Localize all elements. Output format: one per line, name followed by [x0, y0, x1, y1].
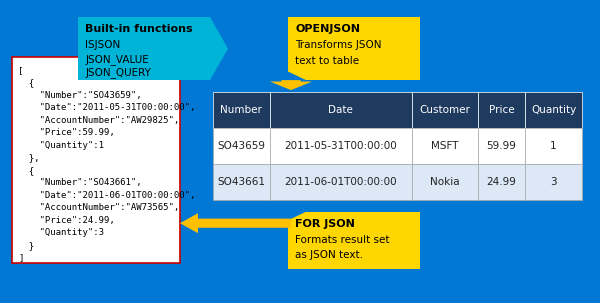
Text: Price: Price	[489, 105, 514, 115]
FancyBboxPatch shape	[78, 17, 210, 80]
Polygon shape	[210, 17, 228, 80]
Text: ISJSON: ISJSON	[85, 40, 121, 50]
Text: 1: 1	[550, 141, 557, 151]
FancyBboxPatch shape	[478, 164, 525, 200]
Text: MSFT: MSFT	[431, 141, 458, 151]
Text: Formats result set: Formats result set	[295, 235, 390, 245]
Text: 2011-06-01T00:00:00: 2011-06-01T00:00:00	[284, 177, 397, 187]
Text: as JSON text.: as JSON text.	[295, 250, 363, 260]
Text: [
  {
    "Number":"SO43659",
    "Date":"2011-05-31T00:00:00",
    "AccountNumb: [ { "Number":"SO43659", "Date":"2011-05-…	[18, 66, 196, 262]
Polygon shape	[288, 72, 306, 80]
Text: Quantity: Quantity	[531, 105, 576, 115]
Text: 59.99: 59.99	[487, 141, 517, 151]
Text: 3: 3	[550, 177, 557, 187]
Text: Customer: Customer	[419, 105, 470, 115]
Text: JSON_QUERY: JSON_QUERY	[85, 68, 151, 78]
FancyBboxPatch shape	[478, 128, 525, 164]
Text: 2011-05-31T00:00:00: 2011-05-31T00:00:00	[284, 141, 397, 151]
FancyBboxPatch shape	[213, 92, 270, 128]
Text: SO43661: SO43661	[217, 177, 265, 187]
Text: SO43659: SO43659	[217, 141, 265, 151]
Text: 24.99: 24.99	[487, 177, 517, 187]
Text: FOR JSON: FOR JSON	[295, 219, 355, 229]
Text: JSON_VALUE: JSON_VALUE	[85, 54, 149, 65]
Text: Number: Number	[220, 105, 262, 115]
FancyBboxPatch shape	[270, 164, 412, 200]
Text: Transforms JSON: Transforms JSON	[295, 40, 382, 50]
Text: Built-in functions: Built-in functions	[85, 24, 193, 34]
FancyBboxPatch shape	[525, 128, 582, 164]
FancyBboxPatch shape	[525, 92, 582, 128]
FancyBboxPatch shape	[270, 92, 412, 128]
Text: OPENJSON: OPENJSON	[295, 24, 360, 34]
FancyBboxPatch shape	[12, 57, 180, 263]
Polygon shape	[288, 212, 306, 220]
Polygon shape	[180, 213, 291, 233]
FancyBboxPatch shape	[412, 128, 478, 164]
FancyBboxPatch shape	[412, 164, 478, 200]
FancyBboxPatch shape	[270, 128, 412, 164]
FancyBboxPatch shape	[525, 164, 582, 200]
FancyBboxPatch shape	[478, 92, 525, 128]
Text: text to table: text to table	[295, 56, 359, 66]
FancyBboxPatch shape	[288, 17, 420, 80]
Text: Date: Date	[328, 105, 353, 115]
Text: Nokia: Nokia	[430, 177, 460, 187]
FancyBboxPatch shape	[288, 212, 420, 269]
FancyBboxPatch shape	[213, 164, 270, 200]
FancyBboxPatch shape	[213, 128, 270, 164]
Polygon shape	[270, 80, 312, 90]
FancyBboxPatch shape	[412, 92, 478, 128]
